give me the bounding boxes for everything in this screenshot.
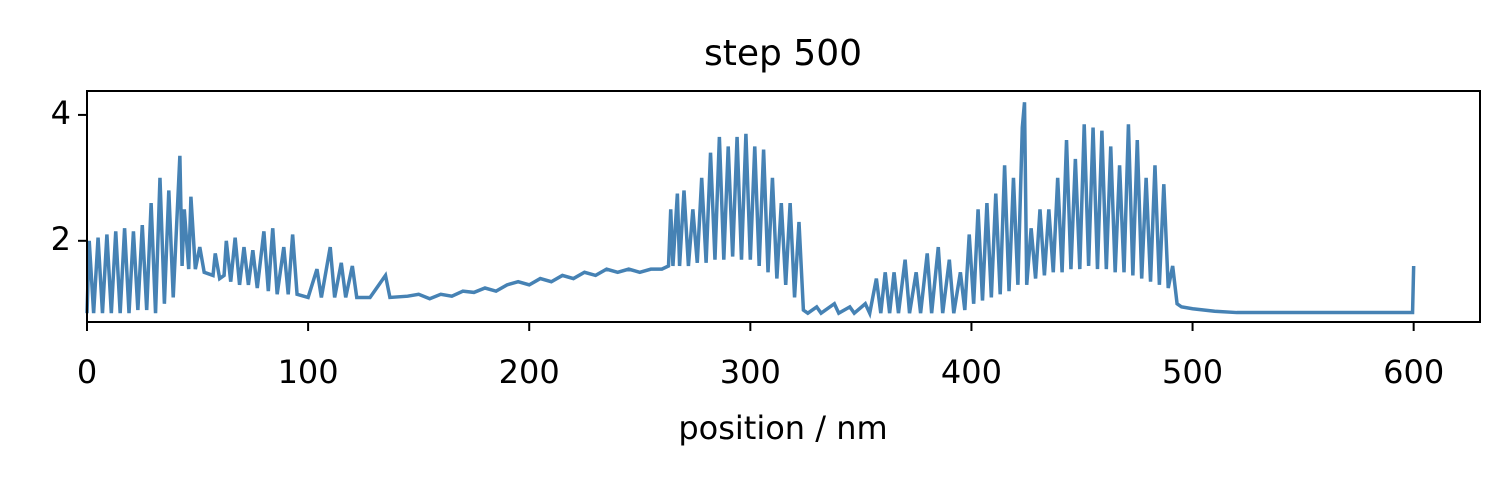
x-tick-label: 600 xyxy=(1383,353,1444,391)
x-axis-label: position / nm xyxy=(678,409,887,447)
x-tick-label: 200 xyxy=(499,353,560,391)
y-tick-label: 4 xyxy=(51,94,71,132)
data-line xyxy=(85,102,1416,319)
x-tick-label: 100 xyxy=(278,353,339,391)
x-tick-label: 0 xyxy=(77,353,97,391)
plot-frame xyxy=(86,90,1481,323)
x-tick-label: 400 xyxy=(941,353,1002,391)
y-tick-label: 2 xyxy=(51,220,71,258)
x-tick-label: 300 xyxy=(720,353,781,391)
chart-title: step 500 xyxy=(704,33,862,74)
x-tick-label: 500 xyxy=(1162,353,1223,391)
